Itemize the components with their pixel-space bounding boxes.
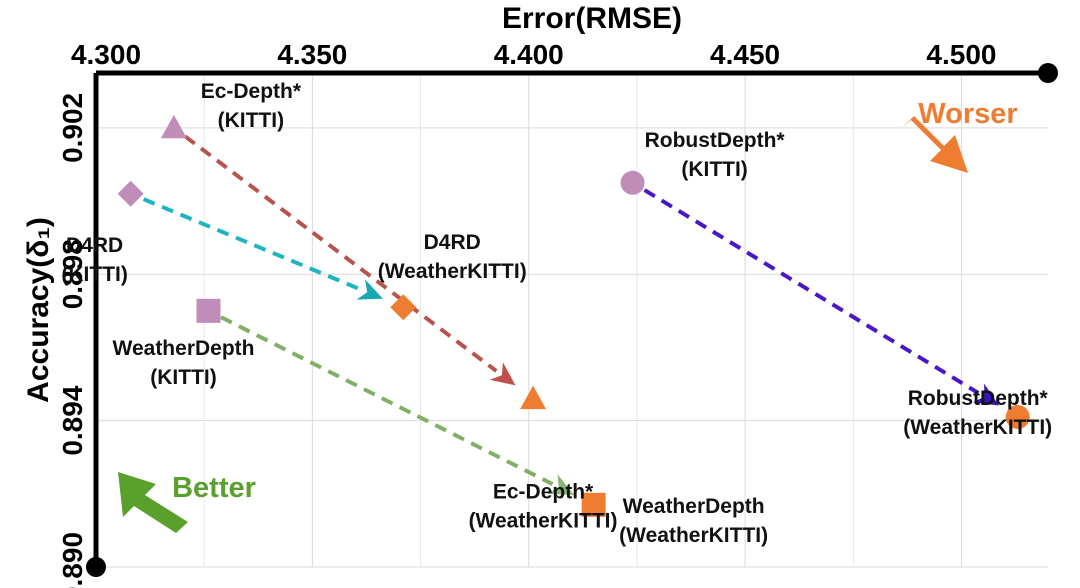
series-arrow-head xyxy=(489,362,516,386)
data-point-triangle xyxy=(160,114,187,139)
series-arrow-line xyxy=(643,188,980,395)
data-point-circle xyxy=(620,170,645,195)
better-label: Better xyxy=(172,472,256,504)
data-point-diamond xyxy=(117,180,144,207)
tick-labels: 4.300 4.350 4.400 4.450 4.500 0.890 0.894 0.898… xyxy=(57,39,996,588)
point-label: Ec-Depth* xyxy=(201,80,302,103)
point-label: RobustDepth* xyxy=(645,129,786,152)
series-arrow-head xyxy=(356,279,383,300)
point-label: (KITTI) xyxy=(218,109,284,132)
point-label: D4RD xyxy=(66,234,123,257)
y-tick-label: 0.898 xyxy=(57,239,88,309)
worser-arrow-icon xyxy=(902,116,968,173)
x-axis-title: Error(RMSE) xyxy=(502,2,682,35)
better-arrow-icon xyxy=(118,472,188,533)
point-label: WeatherDepth xyxy=(113,337,255,360)
point-label: (KITTI) xyxy=(150,366,216,389)
data-point-diamond xyxy=(390,294,417,321)
series-arrows xyxy=(142,134,999,495)
data-point-square xyxy=(196,298,221,323)
x-tick-label: 4.450 xyxy=(710,39,780,70)
point-label: (KITTI) xyxy=(681,158,747,181)
point-label: Ec-Depth* xyxy=(493,481,594,504)
axes xyxy=(86,63,1058,577)
y-tick-label: 0.894 xyxy=(57,385,88,455)
series-arrow-line xyxy=(183,134,498,373)
series-arrow-head xyxy=(972,383,999,406)
point-label: (WeatherKITTI) xyxy=(903,416,1052,439)
y-tick-label: 0.902 xyxy=(57,93,88,163)
point-label: (WeatherKITTI) xyxy=(619,524,768,547)
data-point-triangle xyxy=(520,385,547,410)
series-arrow-line xyxy=(220,315,554,486)
grid xyxy=(95,73,1048,568)
data-point-circle xyxy=(1005,404,1030,429)
worser-label: Worser xyxy=(918,98,1017,130)
point-label: D4RD xyxy=(424,231,481,254)
direction-annotations: Worser Better xyxy=(118,98,1018,533)
point-label: RobustDepth* xyxy=(908,387,1049,410)
y-axis-title: Accuracy(δ₁) xyxy=(22,217,55,403)
y-tick-label: 0.890 xyxy=(57,532,88,588)
series-arrow-head xyxy=(547,474,574,495)
point-label: (WeatherKITTI) xyxy=(378,260,527,283)
series-arrow-line xyxy=(142,197,362,292)
x-tick-label: 4.300 xyxy=(71,39,141,70)
point-label: WeatherDepth xyxy=(623,495,765,518)
data-points xyxy=(117,114,1030,517)
point-label: (KITTI) xyxy=(61,263,127,286)
x-tick-label: 4.500 xyxy=(926,39,996,70)
point-labels: Ec-Depth* (KITTI) Ec-Depth* (WeatherKITTI) D… xyxy=(61,80,1052,547)
x-tick-label: 4.350 xyxy=(277,39,347,70)
point-label: (WeatherKITTI) xyxy=(469,510,618,533)
x-tick-label: 4.400 xyxy=(494,39,564,70)
data-point-square xyxy=(581,492,606,517)
